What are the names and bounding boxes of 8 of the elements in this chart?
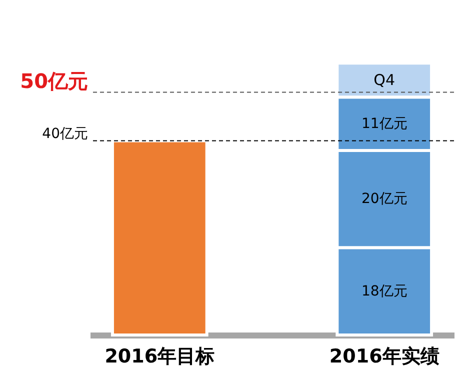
ref-line-label: 50亿元 bbox=[20, 69, 88, 94]
x-tick-label: 2016年实绩 bbox=[329, 346, 440, 368]
x-tick-label: 2016年目标 bbox=[104, 346, 215, 368]
series-label: Q4 bbox=[374, 71, 396, 90]
data-label: 20亿元 bbox=[361, 191, 408, 208]
ref-line-label: 40亿元 bbox=[42, 126, 88, 142]
data-label: 18亿元 bbox=[361, 283, 408, 300]
data-label: 11亿元 bbox=[361, 116, 408, 132]
